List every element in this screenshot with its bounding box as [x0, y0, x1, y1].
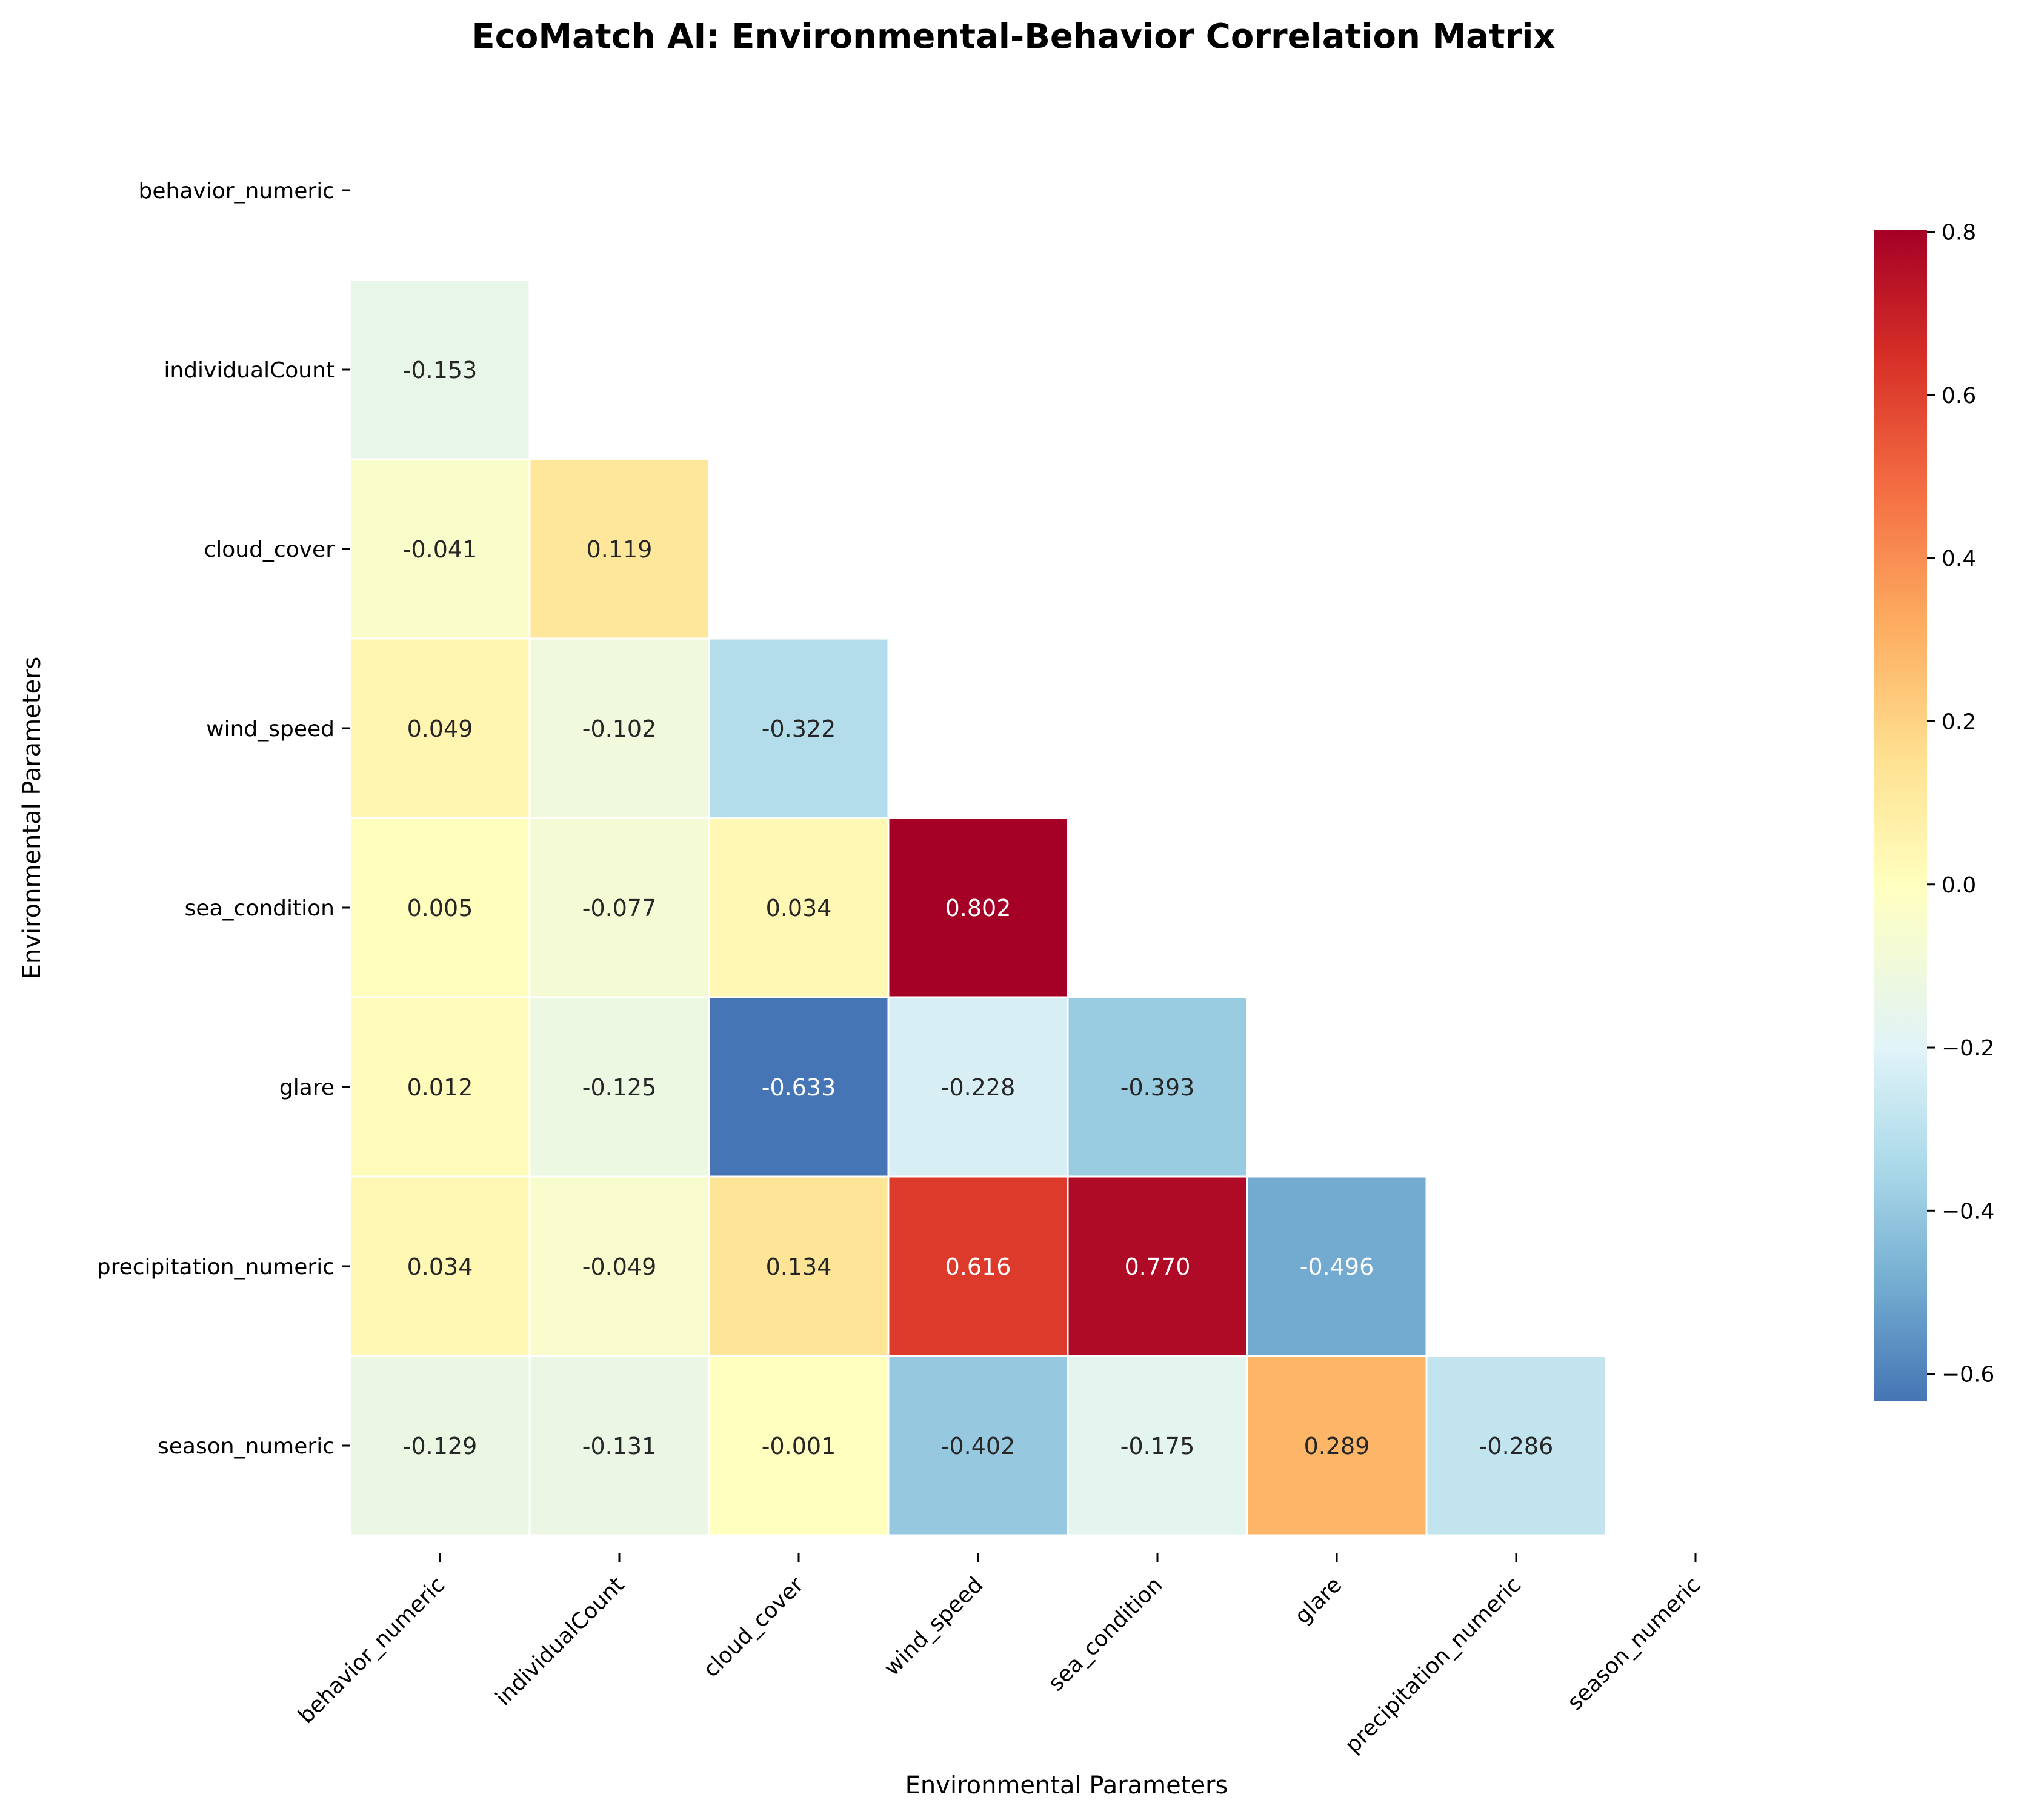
colorbar-tick-label: −0.2: [1942, 1036, 1994, 1061]
cell-value-label: -0.102: [582, 716, 657, 742]
y-tick-label-wind_speed: wind_speed: [206, 717, 335, 742]
heatmap-cell-precipitation_numeric-glare: [1246, 1175, 1428, 1357]
heatmap-cell-cloud_cover-individualCount: [528, 458, 710, 640]
heatmap-cell-sea_condition-cloud_cover: [708, 817, 890, 998]
cell-value-label: 0.289: [1304, 1433, 1370, 1460]
heatmap-cell-precipitation_numeric-cloud_cover: [708, 1175, 890, 1357]
cell-value-label: -0.175: [1120, 1433, 1195, 1460]
x-tick-label-sea_condition: sea_condition: [1043, 1572, 1167, 1696]
cell-value-label: 0.134: [766, 1254, 832, 1280]
x-tick-label-individualCount: individualCount: [491, 1572, 629, 1710]
x-axis-label: Environmental Parameters: [905, 1772, 1228, 1799]
cell-value-label: 0.049: [407, 716, 473, 742]
cell-value-label: -0.001: [762, 1433, 836, 1460]
heatmap-cell-season_numeric-sea_condition: [1067, 1355, 1248, 1536]
cell-value-label: -0.286: [1479, 1433, 1554, 1460]
heatmap-cell-precipitation_numeric-behavior_numeric: [349, 1175, 531, 1357]
cell-value-label: -0.125: [582, 1074, 657, 1101]
heatmap-cell-season_numeric-wind_speed: [887, 1355, 1069, 1536]
heatmap-cell-season_numeric-cloud_cover: [708, 1355, 890, 1536]
cell-value-label: -0.633: [762, 1074, 836, 1101]
y-tick-label-sea_condition: sea_condition: [185, 896, 335, 921]
cell-value-label: 0.034: [407, 1254, 473, 1280]
cell-value-label: -0.322: [762, 716, 836, 742]
colorbar-tick-label: −0.6: [1942, 1363, 1994, 1387]
colorbar-tick-label: 0.6: [1942, 384, 1976, 408]
colorbar-ticks: −0.6 −0.4 −0.2 0.0 0.2 0.4 0.6 0.8: [1927, 221, 1994, 1387]
x-tick-label-behavior_numeric: behavior_numeric: [294, 1572, 450, 1729]
heatmap-cell-precipitation_numeric-individualCount: [528, 1175, 710, 1357]
y-tick-label-precipitation_numeric: precipitation_numeric: [97, 1255, 335, 1280]
cell-value-label: -0.131: [582, 1433, 657, 1460]
heatmap-cell-wind_speed-behavior_numeric: [349, 637, 531, 819]
cell-value-label: -0.228: [941, 1074, 1016, 1101]
colorbar: [1874, 230, 1927, 1401]
cell-value-label: 0.005: [407, 895, 473, 922]
cell-value-label: -0.129: [403, 1433, 478, 1460]
cell-value-label: -0.496: [1300, 1254, 1374, 1280]
y-tick-label-season_numeric: season_numeric: [158, 1434, 335, 1459]
colorbar-tick-label: 0.0: [1942, 873, 1976, 898]
heatmap-cell-cloud_cover-behavior_numeric: [349, 458, 531, 640]
cell-value-label: 0.802: [945, 895, 1011, 922]
cell-value-label: 0.119: [587, 536, 653, 563]
heatmap-cell-season_numeric-precipitation_numeric: [1425, 1355, 1607, 1536]
heatmap-cell-precipitation_numeric-sea_condition: [1067, 1175, 1248, 1357]
chart-title: EcoMatch AI: Environmental-Behavior Corr…: [471, 17, 1556, 56]
cell-value-label: -0.077: [582, 895, 657, 922]
x-tick-label-cloud_cover: cloud_cover: [699, 1572, 809, 1682]
y-tick-label-glare: glare: [279, 1075, 335, 1100]
y-tick-label-cloud_cover: cloud_cover: [204, 537, 335, 562]
heatmap-cell-sea_condition-wind_speed: [887, 817, 1069, 998]
cell-value-label: -0.402: [941, 1433, 1016, 1460]
cell-value-label: -0.049: [582, 1254, 657, 1280]
heatmap-cell-season_numeric-individualCount: [528, 1355, 710, 1536]
cell-value-label: 0.616: [945, 1254, 1011, 1280]
cell-value-label: 0.034: [766, 895, 832, 922]
colorbar-tick-label: −0.4: [1942, 1199, 1994, 1224]
heatmap-cell-glare-individualCount: [528, 996, 710, 1178]
colorbar-tick-label: 0.8: [1942, 221, 1976, 245]
x-tick-label-precipitation_numeric: precipitation_numeric: [1340, 1572, 1526, 1758]
cell-value-label: -0.393: [1120, 1074, 1195, 1101]
x-tick-label-glare: glare: [1290, 1572, 1346, 1629]
y-tick-label-behavior_numeric: behavior_numeric: [139, 179, 335, 204]
x-tick-label-wind_speed: wind_speed: [880, 1572, 988, 1681]
x-axis: behavior_numeric individualCount cloud_cov…: [294, 1553, 1705, 1758]
colorbar-tick-label: 0.2: [1942, 709, 1976, 734]
heatmap-cell-glare-cloud_cover: [708, 996, 890, 1178]
heatmap-cell-glare-sea_condition: [1067, 996, 1248, 1178]
heatmap-cell-sea_condition-behavior_numeric: [349, 817, 531, 998]
heatmap-cell-sea_condition-individualCount: [528, 817, 710, 998]
heatmap-cell-glare-wind_speed: [887, 996, 1069, 1178]
heatmap-cell-precipitation_numeric-wind_speed: [887, 1175, 1069, 1357]
y-tick-label-individualCount: individualCount: [164, 358, 335, 383]
x-tick-label-season_numeric: season_numeric: [1563, 1572, 1705, 1715]
cell-value-label: -0.153: [403, 357, 478, 384]
cell-value-label: 0.770: [1125, 1254, 1191, 1280]
cell-value-label: -0.041: [403, 536, 478, 563]
y-axis: behavior_numeric individualCount cloud_cov…: [97, 179, 350, 1459]
heatmap-cell-individualCount-behavior_numeric: [349, 279, 531, 460]
cell-value-label: 0.012: [407, 1074, 473, 1101]
colorbar-tick-label: 0.4: [1942, 546, 1976, 571]
heatmap-cells: -0.153 -0.041 0.119 0.049 -0.102 -0.322 0.005 -…: [349, 279, 1607, 1536]
heatmap-cell-season_numeric-behavior_numeric: [349, 1355, 531, 1536]
y-axis-label: Environmental Parameters: [18, 657, 46, 980]
